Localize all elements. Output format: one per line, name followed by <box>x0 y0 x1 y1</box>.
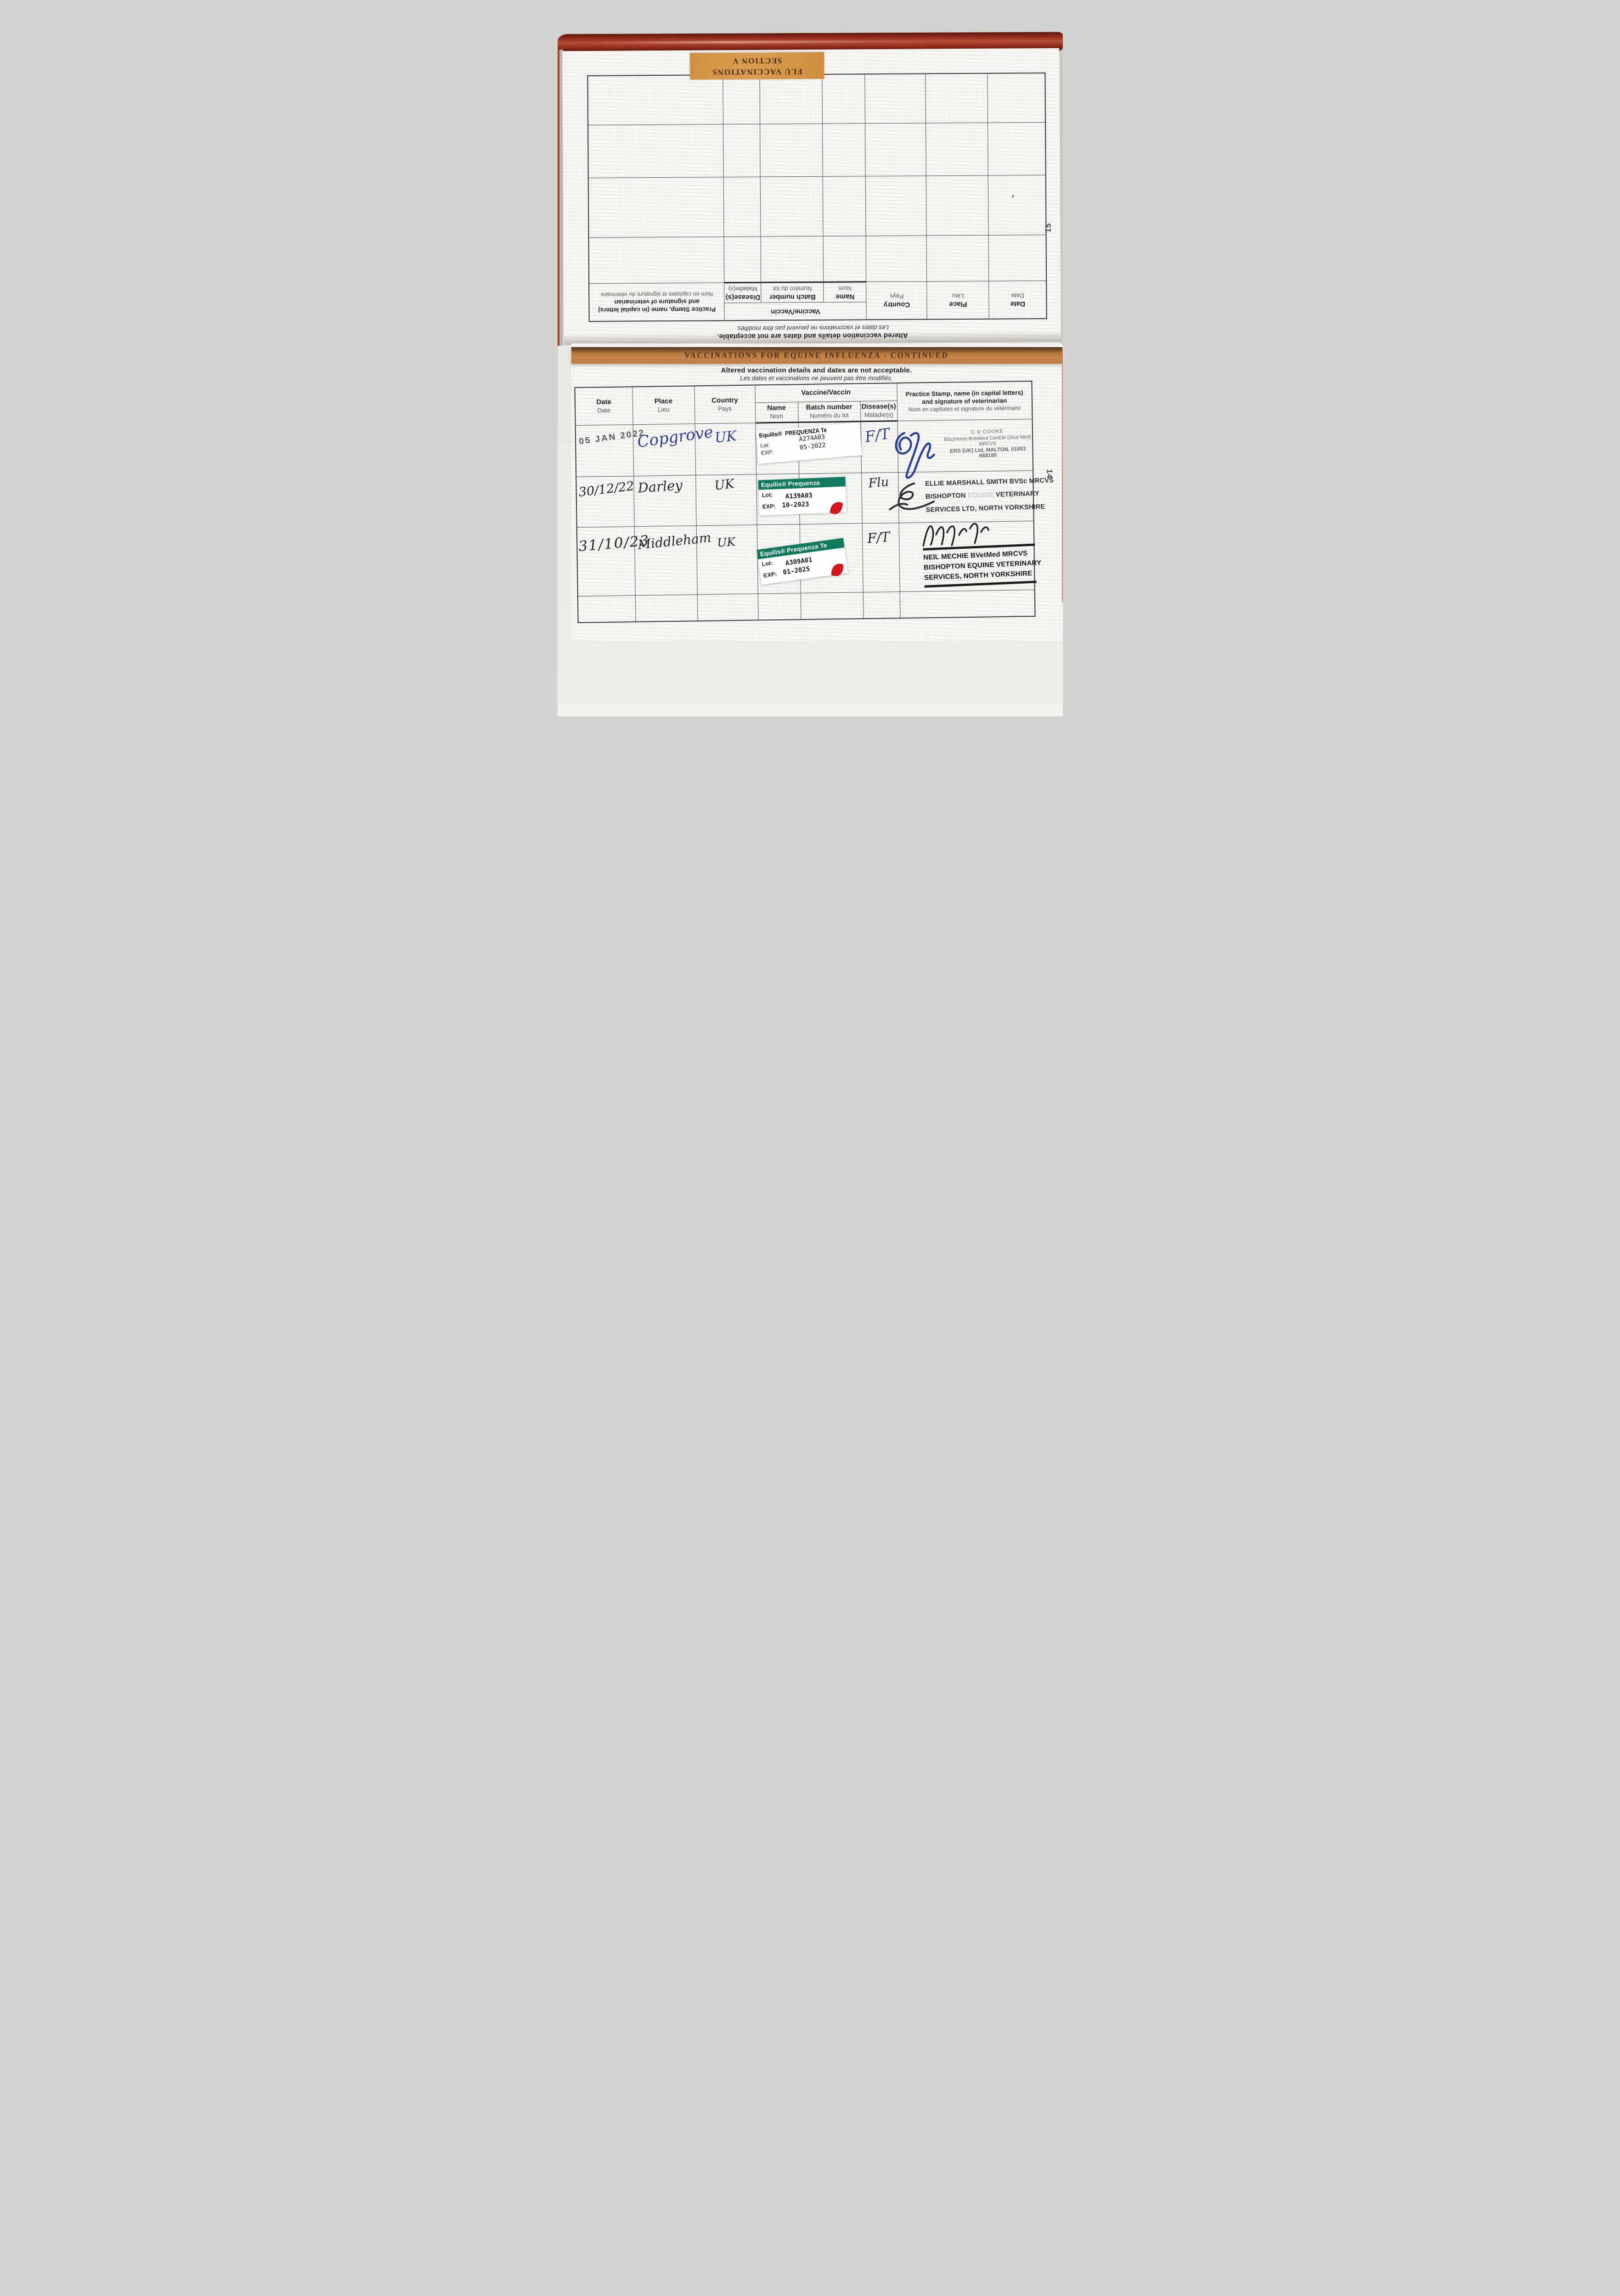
exp-label: EXP: <box>762 502 776 510</box>
exp-value: 10-2023 <box>781 501 809 509</box>
section-v-tab: FLU VACCINATIONS SECTION V <box>689 52 824 80</box>
cell-date: 30/12/22 <box>576 476 635 527</box>
disease-handwriting: F/T <box>866 529 890 546</box>
page-14: VACCINATIONS FOR EQUINE INFLUENZA - CONT… <box>571 343 1062 641</box>
empty-row <box>587 122 1046 178</box>
empty-row <box>587 73 1045 125</box>
practice-stamp-text: NEIL MECHIE BVetMed MRCVS BISHOPTON EQUI… <box>922 543 1041 588</box>
vaccination-table: Date Date Place Lieu Country Pays Vaccine/V… <box>574 381 1053 623</box>
header-place: Place Lieu <box>926 281 989 320</box>
page-number-14: 14 <box>1044 469 1054 479</box>
cell-place: Darley <box>633 475 696 527</box>
vaccine-brand: Equilis® <box>759 547 785 557</box>
empty-row <box>588 175 1046 238</box>
header-country: Country Pays <box>694 385 756 424</box>
vet-signature <box>894 432 935 479</box>
notice-fr: Les dates et vaccinations ne peuvent pas… <box>740 375 893 382</box>
cell-stamp: C D COOKE BSc(Hons) BVetMed CertEM (Stud… <box>894 419 1033 479</box>
notice-en: Altered vaccination details and dates ar… <box>721 366 912 374</box>
section-header-title: VACCINATIONS FOR EQUINE INFLUENZA - CONT… <box>684 350 949 360</box>
header-batch: Batch number Numéro du lot <box>797 401 861 422</box>
cell-disease: F/T <box>862 523 900 592</box>
header-batch: Batch number Numéro du lot <box>761 282 824 303</box>
header-place: Place Lieu <box>632 386 695 425</box>
country-handwriting: UK <box>716 535 735 550</box>
cell-place: Copgrove <box>632 422 714 476</box>
cell-vaccine-name: Equilis® Prequenza Te Lot: A309A01 EXP: 01… <box>756 524 848 594</box>
lot-label: Lot: <box>761 491 773 499</box>
header-vaccine: Vaccine/Vaccin <box>754 383 897 403</box>
practice-address: ERS (UK) Ltd, MALTON, 01653 668190 <box>949 446 1026 459</box>
tab-title-line2: SECTION V <box>732 56 782 66</box>
vet-signature <box>922 523 989 546</box>
country-handwriting: UK <box>713 428 737 446</box>
lot-value: A139A03 <box>785 491 813 501</box>
place-handwriting: Darley <box>637 477 683 496</box>
right-page-edge-top <box>1059 51 1063 344</box>
disease-handwriting: F/T <box>863 424 891 446</box>
exp-label: EXP: <box>762 570 777 579</box>
section-header-strip: VACCINATIONS FOR EQUINE INFLUENZA - CONT… <box>571 347 1062 364</box>
header-date: Date Date <box>574 387 633 425</box>
header-country: Country Pays <box>866 281 927 320</box>
vaccine-name: Prequenza <box>787 479 820 487</box>
header-vaccine-name: Name Nom <box>755 402 798 423</box>
date-handwriting: 30/12/22 <box>577 478 635 500</box>
left-page-edge <box>557 50 563 346</box>
empty-row <box>588 235 1046 284</box>
vaccine-brand: Equilis® <box>760 480 786 489</box>
record-row-2: 30/12/22 Darley UK Equilis® Prequenza Lo… <box>576 470 1053 527</box>
vet-qualifications: BSc(Hons) BVetMed CertEM (Stud Med) MRCV… <box>943 433 1031 447</box>
page-15: Altered vaccination details and dates ar… <box>562 48 1061 345</box>
cell-country: UK <box>694 422 756 475</box>
cell-stamp: ELLIE MARSHALL SMITH BVSc MRCVS BISHOPTO… <box>888 470 1053 523</box>
scanned-passport-page: Altered vaccination details and dates ar… <box>557 0 1063 716</box>
cell-vaccine-name: Equilis® Prequenza Lot: A139A03 EXP: 10-20… <box>756 473 847 525</box>
header-date: Date Date <box>988 281 1047 319</box>
vaccination-table-empty: Date Date Place Lieu Country Pays Vaccine/V… <box>587 72 1047 322</box>
record-row-3: 31/10/23 Middleham UK Equilis® Prequenza… <box>576 521 1041 596</box>
header-vaccine: Vaccine/Vaccin <box>724 302 867 321</box>
header-disease: Disease(s) Maladie(s) <box>860 400 897 422</box>
header-disease: Disease(s) Maladie(s) <box>724 282 761 304</box>
cell-country: UK <box>696 524 758 595</box>
exp-label: EXP: <box>760 448 773 456</box>
cell-place: Middleham <box>634 525 711 596</box>
vaccine-label: Equilis® Prequenza Lot: A139A03 EXP: 10-20… <box>757 476 847 516</box>
page-number-15: 15 <box>1043 223 1052 233</box>
practice-stamp-text: C D COOKE BSc(Hons) BVetMed CertEM (Stud… <box>943 428 1031 460</box>
header-stamp: Practice Stamp, name (in capital letters… <box>588 283 725 321</box>
vet-signature <box>888 482 935 510</box>
notice-page14: Altered vaccination details and dates ar… <box>571 366 1062 382</box>
country-handwriting: UK <box>713 476 735 493</box>
record-row-1: 05 JAN 2022 Copgrove UK Equilis® PREQUEN… <box>575 419 1033 479</box>
cell-country: UK <box>695 474 757 526</box>
cell-date: 05 JAN 2022 <box>575 424 645 477</box>
cover-highlight <box>587 39 942 45</box>
lot-label: Lot: <box>761 559 773 568</box>
practice-stamp-text: ELLIE MARSHALL SMITH BVSc MRCVS BISHOPTO… <box>925 474 1053 516</box>
cell-vaccine-name: Equilis® PREQUENZA Te Lot: EXP: A274A03 … <box>755 422 862 474</box>
lot-label: Lot: <box>759 441 769 449</box>
header-vaccine-name: Name Nom <box>823 282 866 303</box>
header-stamp: Practice Stamp, name (in capital letters… <box>896 381 1033 421</box>
cell-date: 31/10/23 <box>576 526 650 596</box>
vaccine-brand: Equilis® <box>758 430 782 439</box>
cell-stamp: NEIL MECHIE BVetMed MRCVS BISHOPTON EQUI… <box>898 521 1041 592</box>
tab-title-line1: FLU VACCINATIONS <box>711 67 802 77</box>
